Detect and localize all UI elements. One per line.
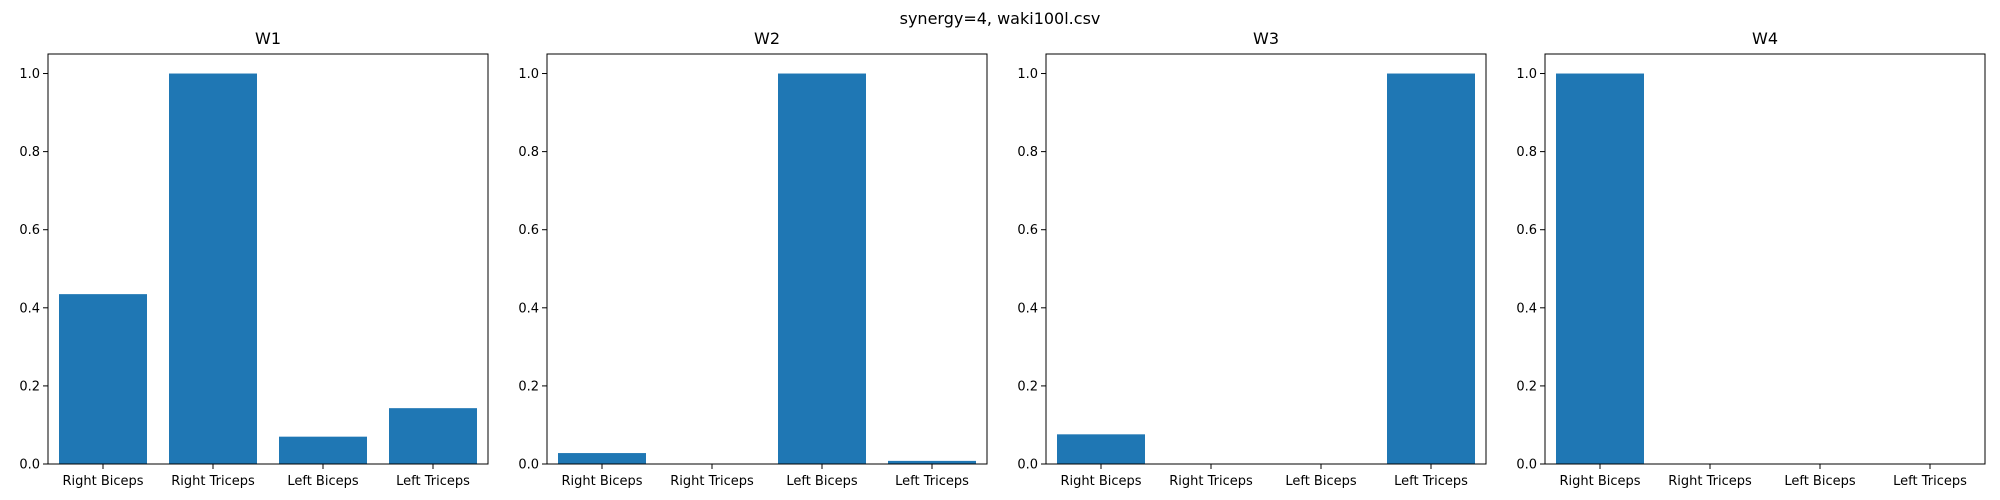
y-tick-label: 0.2 [518,379,539,394]
bar-right-biceps [59,294,147,464]
y-tick-label: 0.4 [1017,301,1038,316]
x-tick-label: Right Biceps [1559,474,1640,489]
y-tick-label: 0.0 [19,458,40,473]
y-tick-label: 0.6 [518,223,539,238]
y-tick-label: 0.8 [518,145,539,160]
subplot-title: W2 [754,29,780,48]
y-tick-label: 0.4 [1516,301,1537,316]
x-tick-label: Left Triceps [1394,474,1468,489]
subplot-frame [47,53,489,465]
bar-left-biceps [279,436,367,464]
bar-left-biceps [778,73,866,465]
bar-right-biceps [1556,73,1644,465]
x-tick-label: Right Triceps [1169,474,1253,489]
y-tick-label: 0.0 [518,458,539,473]
figure-suptitle: synergy=4, waki100l.csv [900,9,1101,28]
y-tick-label: 0.8 [19,145,40,160]
y-tick-label: 1.0 [1017,67,1038,82]
x-tick-label: Left Biceps [1285,474,1357,489]
subplot-1: W1 0.0 0.2 0.4 0.6 0.8 1.0 Right Biceps Right Tr… [19,29,489,489]
x-tick-label: Left Biceps [1784,474,1856,489]
x-tick-label: Left Biceps [786,474,858,489]
subplot-frame [1045,53,1487,465]
y-tick-label: 1.0 [518,67,539,82]
subplot-4: W4 0.0 0.2 0.4 0.6 0.8 1.0 Right Biceps Right Tr… [1516,29,1986,489]
x-tick-label: Right Triceps [670,474,754,489]
x-tick-label: Right Biceps [561,474,642,489]
subplot-frame [546,53,988,465]
subplot-title: W1 [255,29,281,48]
y-tick-label: 0.2 [1017,379,1038,394]
y-tick-label: 0.6 [1017,223,1038,238]
x-tick-label: Right Biceps [62,474,143,489]
x-tick-label: Right Biceps [1060,474,1141,489]
y-tick-label: 0.2 [1516,379,1537,394]
subplot-title: W3 [1253,29,1279,48]
y-tick-label: 0.0 [1516,458,1537,473]
y-tick-label: 0.4 [518,301,539,316]
y-tick-label: 1.0 [1516,67,1537,82]
y-tick-label: 0.6 [1516,223,1537,238]
y-tick-label: 1.0 [19,67,40,82]
y-tick-label: 0.4 [19,301,40,316]
y-tick-label: 0.6 [19,223,40,238]
x-tick-label: Right Triceps [171,474,255,489]
bar-left-triceps [389,408,477,464]
y-tick-label: 0.8 [1017,145,1038,160]
subplot-panels: W1 0.0 0.2 0.4 0.6 0.8 1.0 Right Biceps Right Tr… [19,29,1986,489]
bar-left-triceps [888,460,976,464]
x-tick-label: Right Triceps [1668,474,1752,489]
y-tick-label: 0.8 [1516,145,1537,160]
bar-right-biceps [558,453,646,464]
x-tick-label: Left Triceps [396,474,470,489]
x-tick-label: Left Biceps [287,474,359,489]
y-tick-label: 0.2 [19,379,40,394]
subplot-2: W2 0.0 0.2 0.4 0.6 0.8 1.0 Right Biceps Right Tr… [518,29,988,489]
bar-right-triceps [169,73,257,465]
y-tick-label: 0.0 [1017,458,1038,473]
subplot-frame [1544,53,1986,465]
bar-right-biceps [1057,434,1145,464]
x-tick-label: Left Triceps [895,474,969,489]
subplot-title: W4 [1752,29,1778,48]
x-tick-label: Left Triceps [1893,474,1967,489]
subplot-3: W3 0.0 0.2 0.4 0.6 0.8 1.0 Right Biceps Right Tr… [1017,29,1487,489]
bar-left-triceps [1387,73,1475,465]
